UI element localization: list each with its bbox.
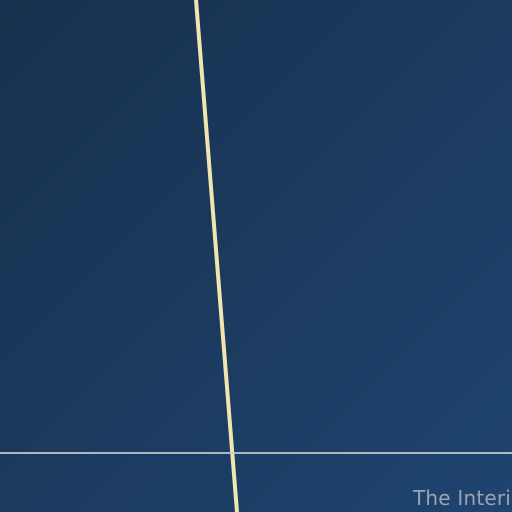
diagonal-stroke — [194, 0, 239, 512]
caption-text: The Interio — [413, 486, 512, 510]
horizontal-divider-line — [0, 452, 512, 454]
